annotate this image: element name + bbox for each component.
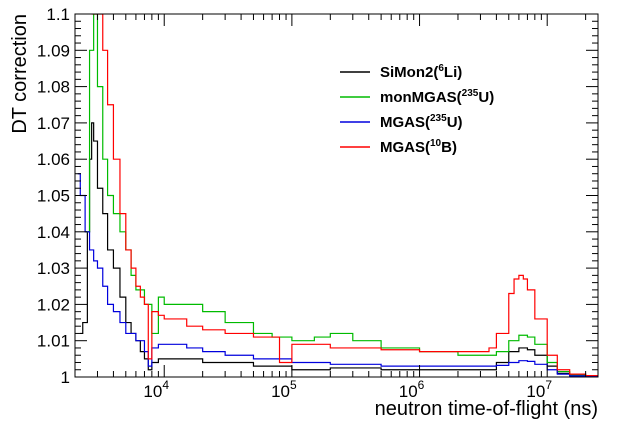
y-tick-label: 1.03 <box>37 259 70 278</box>
legend-label-2: MGAS(235U) <box>380 113 463 131</box>
y-tick-label: 1.04 <box>37 223 70 242</box>
series-line-2 <box>77 173 598 377</box>
y-tick-label: 1.09 <box>37 41 70 60</box>
legend: SiMon2(6Li) monMGAS(235U) MGAS(235U) MGAS(1… <box>340 63 494 156</box>
y-tick-label: 1 <box>61 368 70 387</box>
x-tick-label: 106 <box>399 378 425 401</box>
series-line-1 <box>85 14 598 377</box>
series-line-0 <box>80 122 598 377</box>
x-tick-label: 104 <box>143 378 169 401</box>
legend-label-1: monMGAS(235U) <box>380 88 494 106</box>
legend-label-0: SiMon2(6Li) <box>380 63 462 81</box>
series-line-3 <box>91 14 598 377</box>
legend-label-3: MGAS(10B) <box>380 138 457 156</box>
y-tick-label: 1.08 <box>37 78 70 97</box>
y-tick-label: 1.06 <box>37 150 70 169</box>
x-axis-title: neutron time-of-flight (ns) <box>375 398 598 420</box>
y-axis-title: DT correction <box>9 14 31 134</box>
y-tick-label: 1.01 <box>37 332 70 351</box>
y-tick-label: 1.02 <box>37 295 70 314</box>
y-tick-label: 1.05 <box>37 187 70 206</box>
y-tick-label: 1.1 <box>46 5 70 24</box>
axis-layer: 1 1.01 1.02 1.03 1.04 1.05 1.06 1.07 1.08 1.09 1.1… <box>37 5 598 401</box>
y-tick-label: 1.07 <box>37 114 70 133</box>
x-tick-label: 105 <box>271 378 297 401</box>
x-tick-label: 107 <box>526 378 552 401</box>
series-layer <box>77 14 598 377</box>
